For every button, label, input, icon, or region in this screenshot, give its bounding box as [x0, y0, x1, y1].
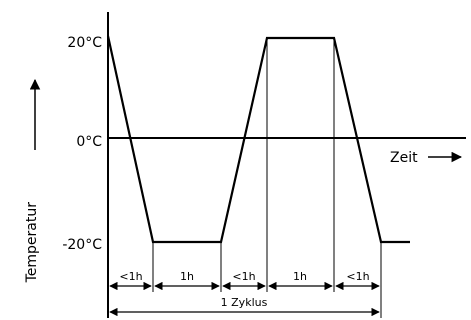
interval-label: <1h	[232, 270, 255, 283]
interval-label: <1h	[346, 270, 369, 283]
y-tick-label: -20°C	[62, 237, 102, 253]
y-tick-label: 0°C	[76, 134, 102, 150]
interval-label: 1h	[180, 270, 194, 283]
guide-lines	[152, 38, 382, 318]
y-tick-label: 20°C	[67, 35, 102, 51]
interval-label: 1h	[293, 270, 307, 283]
interval-label: <1h	[119, 270, 142, 283]
x-axis-label: Zeit	[390, 150, 418, 166]
cycle-label: 1 Zyklus	[221, 296, 268, 309]
y-axis-label: Temperatur	[24, 202, 40, 284]
